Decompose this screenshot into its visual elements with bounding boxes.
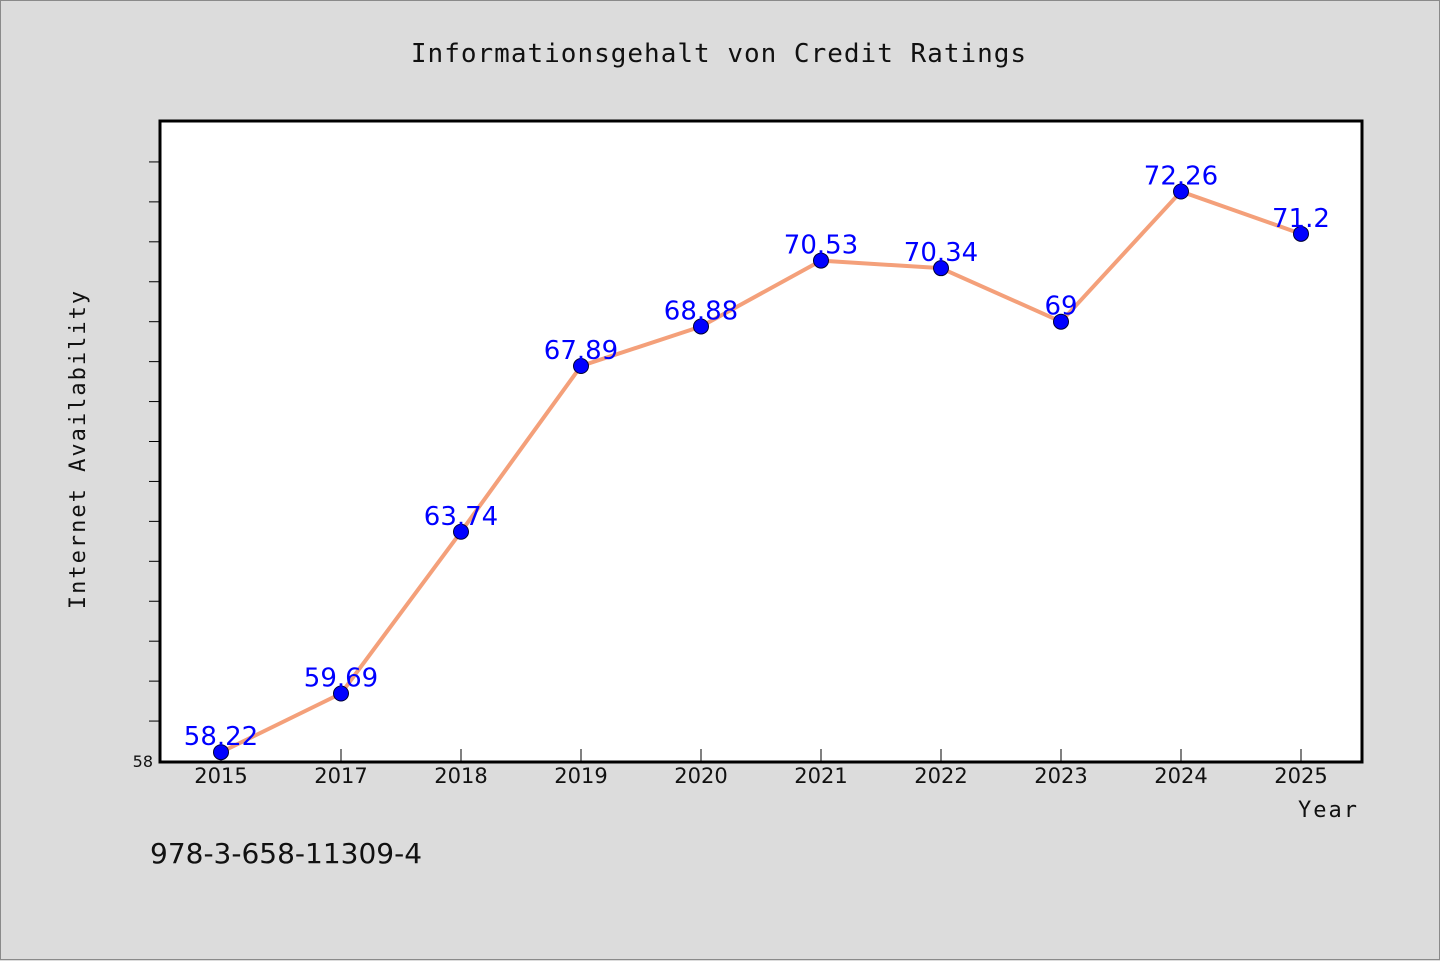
x-tick-label: 2019: [554, 764, 607, 788]
x-tick-label: 2024: [1154, 764, 1207, 788]
chart-title: Informationsgehalt von Credit Ratings: [411, 39, 1027, 69]
data-point: [933, 260, 949, 277]
footer-isbn: 978-3-658-11309-4: [150, 837, 422, 870]
x-tick-label: 2018: [434, 764, 487, 788]
data-label: 68.88: [664, 296, 738, 326]
x-tick-label: 2017: [314, 764, 367, 788]
data-label: 72.26: [1144, 161, 1218, 191]
series-layer: 58.22 59.69 63.74 67.89 68.88 70.53 70.34 69 72.…: [184, 161, 1330, 761]
data-label: 67.89: [544, 336, 618, 366]
data-label: 71.2: [1272, 204, 1330, 234]
y-axis: 58: [133, 161, 160, 771]
data-point: [813, 252, 829, 269]
data-label: 70.34: [904, 238, 978, 268]
data-point: [693, 318, 709, 335]
data-point: [573, 358, 589, 375]
data-label: 58.22: [184, 722, 258, 752]
x-tick-label: 2025: [1274, 764, 1327, 788]
plot-area: [158, 119, 1364, 764]
data-point: [1293, 225, 1309, 242]
y-axis-label: Internet Availability: [66, 289, 91, 609]
data-label: 69: [1044, 292, 1077, 322]
x-tick-label: 2023: [1034, 764, 1087, 788]
data-point: [453, 523, 469, 540]
x-axis-label: Year: [1298, 798, 1359, 823]
x-tick-label: 2015: [194, 764, 247, 788]
y-tick-label: 58: [133, 752, 153, 771]
series-line: [219, 189, 1303, 755]
data-point: [213, 744, 229, 761]
x-tick-label: 2020: [674, 764, 727, 788]
data-label: 59.69: [304, 664, 378, 694]
data-label: 63.74: [424, 502, 498, 532]
data-point: [1053, 313, 1069, 330]
data-point: [333, 685, 349, 702]
x-axis: 2015 2017 2018 2019 2020 2021 2022 2023 2024 2025: [194, 749, 1328, 788]
data-label: 70.53: [784, 231, 858, 261]
data-point: [1173, 183, 1189, 200]
x-tick-label: 2022: [914, 764, 967, 788]
x-tick-label: 2021: [794, 764, 847, 788]
